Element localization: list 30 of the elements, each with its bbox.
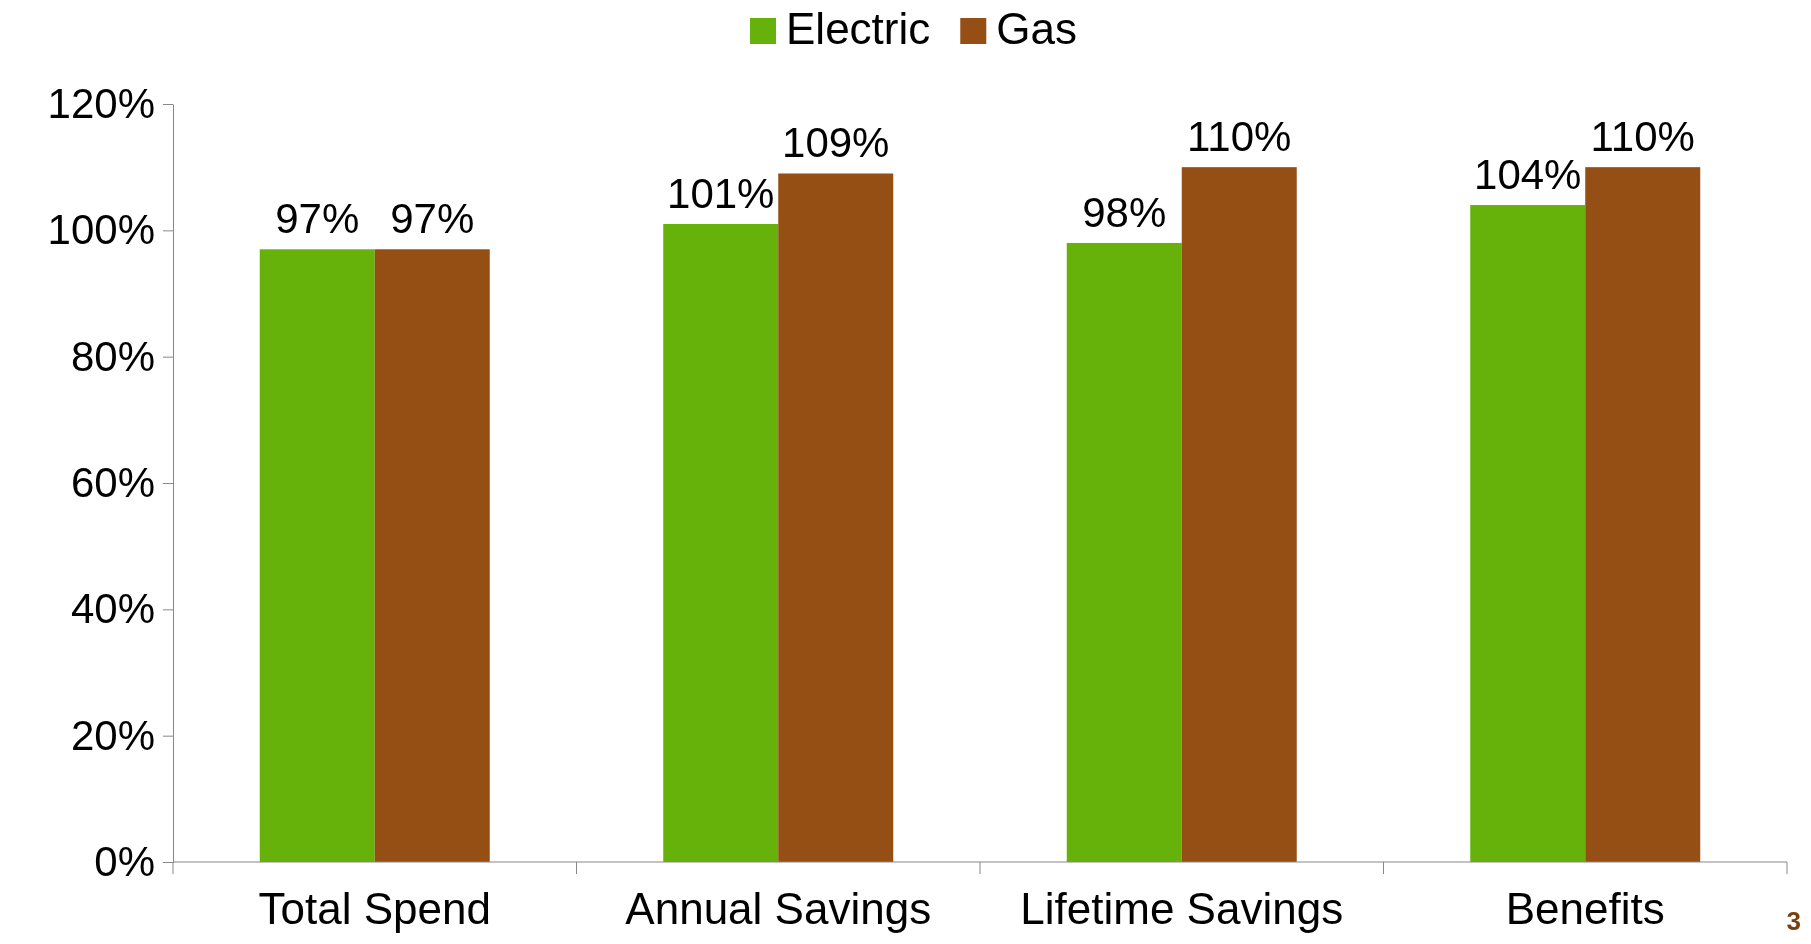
bar xyxy=(778,173,894,862)
text: 97% xyxy=(275,195,360,243)
bar xyxy=(1585,167,1701,862)
legend-label: Electric xyxy=(786,4,931,53)
y-tick-label: 40% xyxy=(70,585,155,633)
legend-label: Gas xyxy=(996,4,1077,53)
y-tick-label: 60% xyxy=(70,458,155,506)
bar xyxy=(663,224,779,862)
text: 110% xyxy=(1590,113,1695,161)
y-tick-label: 120% xyxy=(47,79,155,127)
y-tick-label: 80% xyxy=(70,332,155,380)
text: 98% xyxy=(1082,188,1167,236)
y-tick-label: 20% xyxy=(70,711,155,759)
text: 97% xyxy=(390,195,475,243)
x-tick-label: Benefits xyxy=(1505,884,1665,933)
x-tick-label: Annual Savings xyxy=(625,884,932,933)
text: 104% xyxy=(1474,151,1582,199)
bar xyxy=(1470,205,1586,862)
bar xyxy=(374,249,490,862)
text: 109% xyxy=(782,119,890,167)
x-tick-label: Lifetime Savings xyxy=(1020,884,1344,933)
text: 101% xyxy=(667,170,775,218)
text: 110% xyxy=(1187,113,1292,161)
y-tick-label: 100% xyxy=(47,206,155,254)
y-tick-label: 0% xyxy=(94,837,155,885)
bar xyxy=(1066,242,1182,862)
bar xyxy=(1181,167,1297,862)
text: 3 xyxy=(1786,906,1801,936)
bar xyxy=(259,249,375,862)
x-tick-label: Total Spend xyxy=(258,884,491,933)
